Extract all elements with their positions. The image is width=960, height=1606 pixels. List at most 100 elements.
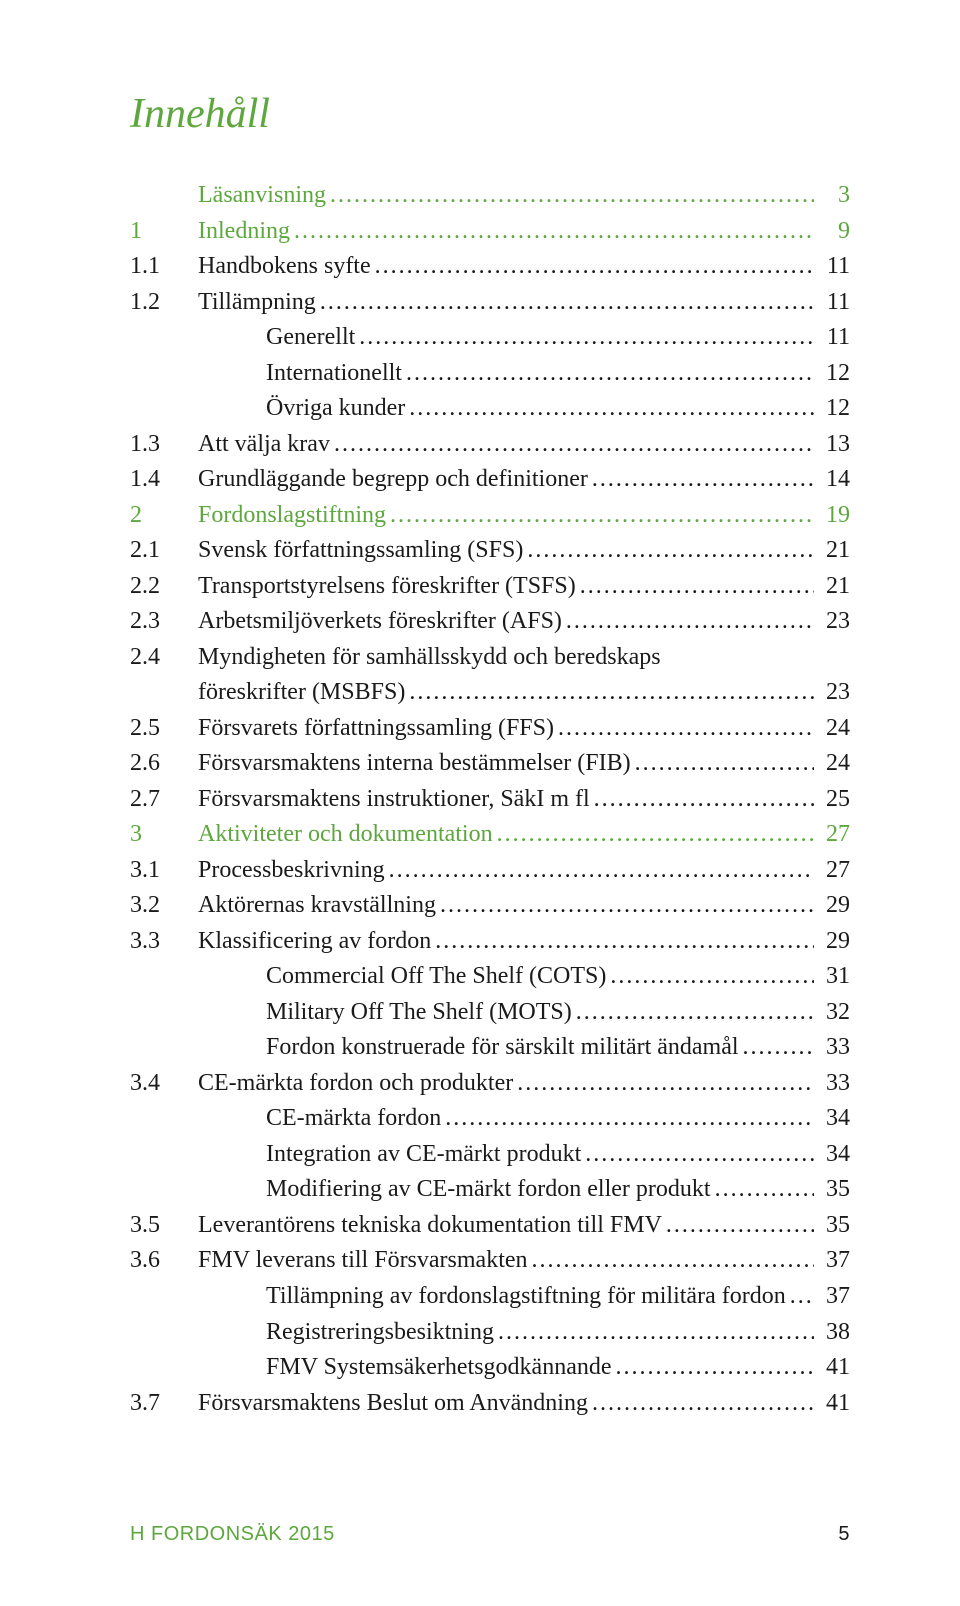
toc-section[interactable]: 3Aktiviteter och dokumentation27 — [130, 817, 850, 853]
toc-page: 34 — [814, 1101, 850, 1137]
leader-dots — [405, 391, 814, 427]
leader-dots — [431, 924, 814, 960]
toc-label: Military Off The Shelf (MOTS) — [266, 995, 572, 1031]
toc-number: 3 — [130, 817, 198, 853]
toc-label: Aktiviteter och dokumentation — [198, 817, 493, 853]
toc-label: Klassificering av fordon — [198, 924, 431, 960]
toc-page: 12 — [814, 391, 850, 427]
leader-dots — [631, 746, 814, 782]
toc-label: Övriga kunder — [266, 391, 405, 427]
toc-label: Handbokens syfte — [198, 249, 371, 285]
toc-page: 12 — [814, 356, 850, 392]
toc-number: 1.4 — [130, 462, 198, 498]
toc-label: Commercial Off The Shelf (COTS) — [266, 959, 606, 995]
leader-dots — [330, 427, 814, 463]
toc-entry[interactable]: 3.2Aktörernas kravställning 29 — [130, 888, 850, 924]
toc-number: 2.5 — [130, 711, 198, 747]
toc-label: Arbetsmiljöverkets föreskrifter (AFS) — [198, 604, 562, 640]
leader-dots — [576, 569, 814, 605]
toc-label: Integration av CE-märkt produkt — [266, 1137, 581, 1173]
toc-entry[interactable]: 2.3Arbetsmiljöverkets föreskrifter (AFS)… — [130, 604, 850, 640]
toc-number: 2.6 — [130, 746, 198, 782]
footer-page-number: 5 — [838, 1523, 850, 1546]
toc-entry[interactable]: 3.4CE-märkta fordon och produkter33 — [130, 1066, 850, 1102]
toc-label: Svensk författningssamling (SFS) — [198, 533, 523, 569]
toc-entry[interactable]: 1.2Tillämpning11 — [130, 285, 850, 321]
toc-section[interactable]: 2Fordonslagstiftning19 — [130, 498, 850, 534]
toc-page: 11 — [814, 320, 850, 356]
toc-page: 13 — [814, 427, 850, 463]
toc-number: 1.3 — [130, 427, 198, 463]
page-title: Innehåll — [130, 90, 850, 138]
toc-entry[interactable]: Commercial Off The Shelf (COTS)31 — [130, 959, 850, 995]
toc-entry[interactable]: 3.5Leverantörens tekniska dokumentation … — [130, 1208, 850, 1244]
toc-entry[interactable]: föreskrifter (MSBFS)23 — [130, 675, 850, 711]
toc-section[interactable]: 1Inledning9 — [130, 214, 850, 250]
leader-dots — [355, 320, 814, 356]
toc-entry[interactable]: Tillämpning av fordonslagstiftning för m… — [130, 1279, 850, 1315]
toc-number: 3.2 — [130, 888, 198, 924]
toc-entry[interactable]: 2.1Svensk författningssamling (SFS)21 — [130, 533, 850, 569]
page: Innehåll Läsanvisning31Inledning91.1Hand… — [0, 0, 960, 1606]
toc-entry[interactable]: Övriga kunder 12 — [130, 391, 850, 427]
toc-entry[interactable]: FMV Systemsäkerhetsgodkännande41 — [130, 1350, 850, 1386]
leader-dots — [562, 604, 814, 640]
leader-dots — [405, 675, 814, 711]
toc-number: 3.3 — [130, 924, 198, 960]
toc-entry[interactable]: 2.4Myndigheten för samhällsskydd och ber… — [130, 640, 850, 676]
toc-entry[interactable]: 3.3Klassificering av fordon29 — [130, 924, 850, 960]
toc-page: 32 — [814, 995, 850, 1031]
toc-label: Modifiering av CE-märkt fordon eller pro… — [266, 1172, 711, 1208]
toc-entry[interactable]: Integration av CE-märkt produkt34 — [130, 1137, 850, 1173]
toc-entry[interactable]: Registreringsbesiktning38 — [130, 1315, 850, 1351]
toc-label: Generellt — [266, 320, 355, 356]
toc-entry[interactable]: Modifiering av CE-märkt fordon eller pro… — [130, 1172, 850, 1208]
toc-entry[interactable]: 1.3Att välja krav 13 — [130, 427, 850, 463]
toc-entry[interactable]: 3.6FMV leverans till Försvarsmakten37 — [130, 1243, 850, 1279]
toc-page: 14 — [814, 462, 850, 498]
leader-dots — [436, 888, 814, 924]
toc-page: 23 — [814, 604, 850, 640]
toc-entry[interactable]: 2.6Försvarsmaktens interna bestämmelser … — [130, 746, 850, 782]
leader-dots — [386, 498, 814, 534]
toc-page: 33 — [814, 1066, 850, 1102]
leader-dots — [441, 1101, 814, 1137]
toc-entry[interactable]: Internationellt 12 — [130, 356, 850, 392]
toc-page: 35 — [814, 1172, 850, 1208]
toc-page: 25 — [814, 782, 850, 818]
toc-page: 19 — [814, 498, 850, 534]
toc-page: 38 — [814, 1315, 850, 1351]
toc-entry[interactable]: CE-märkta fordon34 — [130, 1101, 850, 1137]
toc-label: Processbeskrivning — [198, 853, 385, 889]
toc-section[interactable]: Läsanvisning3 — [130, 178, 850, 214]
leader-dots — [588, 462, 814, 498]
toc-entry[interactable]: 1.4Grundläggande begrepp och definitione… — [130, 462, 850, 498]
toc-entry[interactable]: Fordon konstruerade för särskilt militär… — [130, 1030, 850, 1066]
toc-label: Att välja krav — [198, 427, 330, 463]
toc-entry[interactable]: 3.7Försvarsmaktens Beslut om Användning4… — [130, 1386, 850, 1422]
toc-number: 1 — [130, 214, 198, 250]
leader-dots — [572, 995, 814, 1031]
toc-label: FMV Systemsäkerhetsgodkännande — [266, 1350, 612, 1386]
toc-entry[interactable]: 1.1Handbokens syfte11 — [130, 249, 850, 285]
leader-dots — [523, 533, 814, 569]
toc-entry[interactable]: 2.2Transportstyrelsens föreskrifter (TSF… — [130, 569, 850, 605]
toc-number: 3.1 — [130, 853, 198, 889]
toc-label: Internationellt — [266, 356, 402, 392]
leader-dots — [739, 1030, 814, 1066]
toc-entry[interactable]: Military Off The Shelf (MOTS) 32 — [130, 995, 850, 1031]
toc-label: Försvarsmaktens instruktioner, SäkI m fl — [198, 782, 590, 818]
toc-page: 29 — [814, 888, 850, 924]
toc-entry[interactable]: 2.5Försvarets författningssamling (FFS)2… — [130, 711, 850, 747]
toc-page: 23 — [814, 675, 850, 711]
toc-label: Tillämpning av fordonslagstiftning för m… — [266, 1279, 786, 1315]
toc-page: 41 — [814, 1386, 850, 1422]
toc-entry[interactable]: Generellt 11 — [130, 320, 850, 356]
leader-dots — [590, 782, 814, 818]
leader-dots — [711, 1172, 814, 1208]
leader-dots — [606, 959, 814, 995]
toc-entry[interactable]: 3.1Processbeskrivning27 — [130, 853, 850, 889]
toc-entry[interactable]: 2.7Försvarsmaktens instruktioner, SäkI m… — [130, 782, 850, 818]
toc-number: 3.7 — [130, 1386, 198, 1422]
toc-label: Aktörernas kravställning — [198, 888, 436, 924]
